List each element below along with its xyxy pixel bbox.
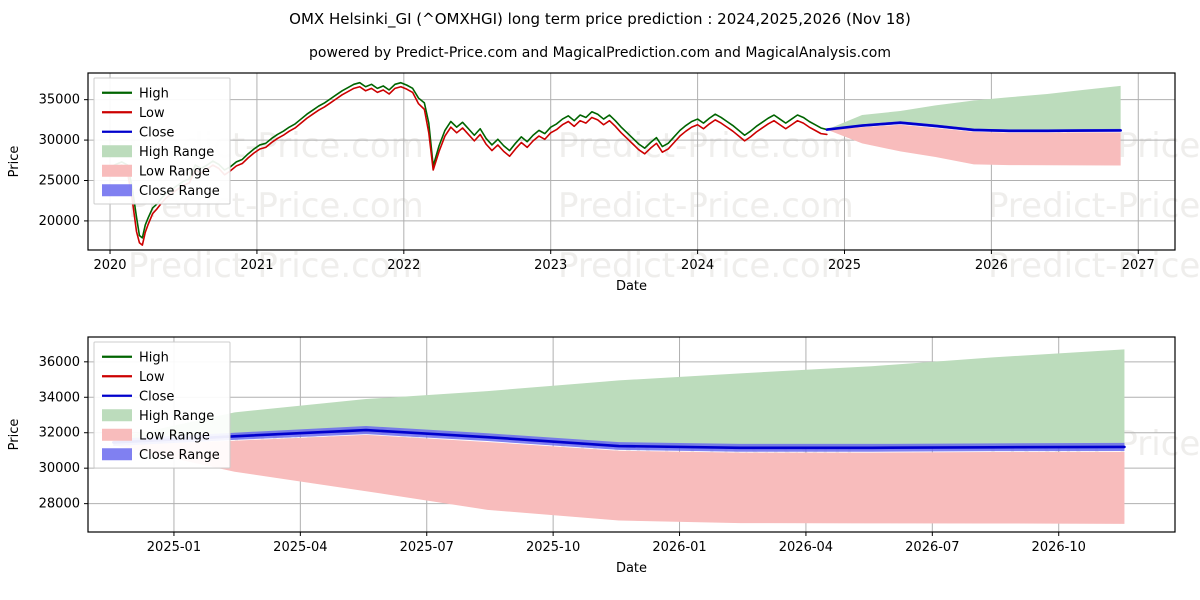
chart-legend: High Low Close High Range Low Range Close Ran…: [93, 77, 231, 205]
x-tick-label: 2020: [93, 258, 126, 273]
x-tick-label: 2026-04: [779, 540, 833, 555]
x-tick-label: 2026-10: [1032, 540, 1086, 555]
x-tick-label: 2025-01: [147, 540, 201, 555]
y-tick-label: 30000: [39, 461, 80, 476]
y-tick-label: 30000: [39, 133, 80, 148]
low-range-band: [113, 434, 1125, 524]
x-tick-label: 2023: [534, 258, 567, 273]
legend-patch-swatch: [102, 184, 132, 197]
watermark-text: Predict-Price.com: [558, 246, 854, 286]
overview-chart: Predict-Price.com Predict-Price.com Predic…: [0, 62, 1200, 312]
watermark-text: Predict-Price.com: [988, 186, 1200, 226]
legend-patch-swatch: [102, 145, 132, 158]
legend-label: Close: [139, 389, 174, 404]
x-tick-label: 2025: [828, 258, 861, 273]
y-axis-title: Price: [7, 419, 22, 451]
watermark-text: Predict-Price.com: [558, 126, 854, 166]
forecast-detail-chart: Predict-Price.comPredict-Price.comPredic…: [0, 325, 1200, 600]
watermark-text: Predict-Price.com: [128, 246, 424, 286]
legend-label: High: [139, 86, 169, 101]
x-tick-label: 2027: [1122, 258, 1155, 273]
y-axis-title: Price: [7, 146, 22, 178]
y-tick-label: 20000: [39, 214, 80, 229]
legend-label: Close: [139, 125, 174, 140]
legend-label: High: [139, 350, 169, 365]
y-tick-label: 32000: [39, 426, 80, 441]
watermark-text: Predict-Price.com: [558, 186, 854, 226]
close-range-band: [113, 425, 1125, 452]
x-tick-label: 2025-07: [400, 540, 454, 555]
y-tick-label: 35000: [39, 93, 80, 108]
legend-patch-swatch: [102, 448, 132, 461]
legend-label: Low Range: [139, 164, 210, 179]
y-tick-label: 25000: [39, 173, 80, 188]
legend-patch-swatch: [102, 409, 132, 422]
x-tick-label: 2025-04: [273, 540, 327, 555]
legend-patch-swatch: [102, 164, 132, 177]
y-tick-label: 34000: [39, 390, 80, 405]
legend-patch-swatch: [102, 428, 132, 441]
page-title: OMX Helsinki_GI (^OMXHGI) long term pric…: [289, 10, 911, 28]
low-range-band: [826, 124, 1121, 166]
x-tick-label: 2025-10: [526, 540, 580, 555]
page-subtitle: powered by Predict-Price.com and Magical…: [309, 45, 891, 61]
x-axis-title: Date: [616, 279, 647, 294]
y-tick-label: 36000: [39, 355, 80, 370]
x-tick-label: 2021: [240, 258, 273, 273]
x-tick-label: 2026: [975, 258, 1008, 273]
x-tick-label: 2024: [681, 258, 714, 273]
x-axis-title: Date: [616, 561, 647, 576]
x-tick-label: 2026-07: [905, 540, 959, 555]
legend-label: Low: [139, 106, 165, 121]
plot-border: [87, 336, 1176, 533]
x-tick-label: 2026-01: [652, 540, 706, 555]
legend-label: Low: [139, 370, 165, 385]
plot-border: [87, 72, 1176, 251]
high-range-band: [113, 349, 1125, 447]
high-range-band: [826, 85, 1121, 132]
close-line: [825, 121, 1122, 133]
legend-label: Close Range: [139, 448, 220, 463]
legend-label: Low Range: [139, 428, 210, 443]
close-line: [111, 428, 1126, 450]
legend-label: Close Range: [139, 184, 220, 199]
y-tick-label: 28000: [39, 497, 80, 512]
legend-label: High Range: [139, 145, 214, 160]
chart-legend: High Low Close High Range Low Range Close Ran…: [93, 341, 231, 469]
x-tick-label: 2022: [387, 258, 420, 273]
watermark-text: Predict-Price.com: [988, 246, 1200, 286]
legend-label: High Range: [139, 409, 214, 424]
